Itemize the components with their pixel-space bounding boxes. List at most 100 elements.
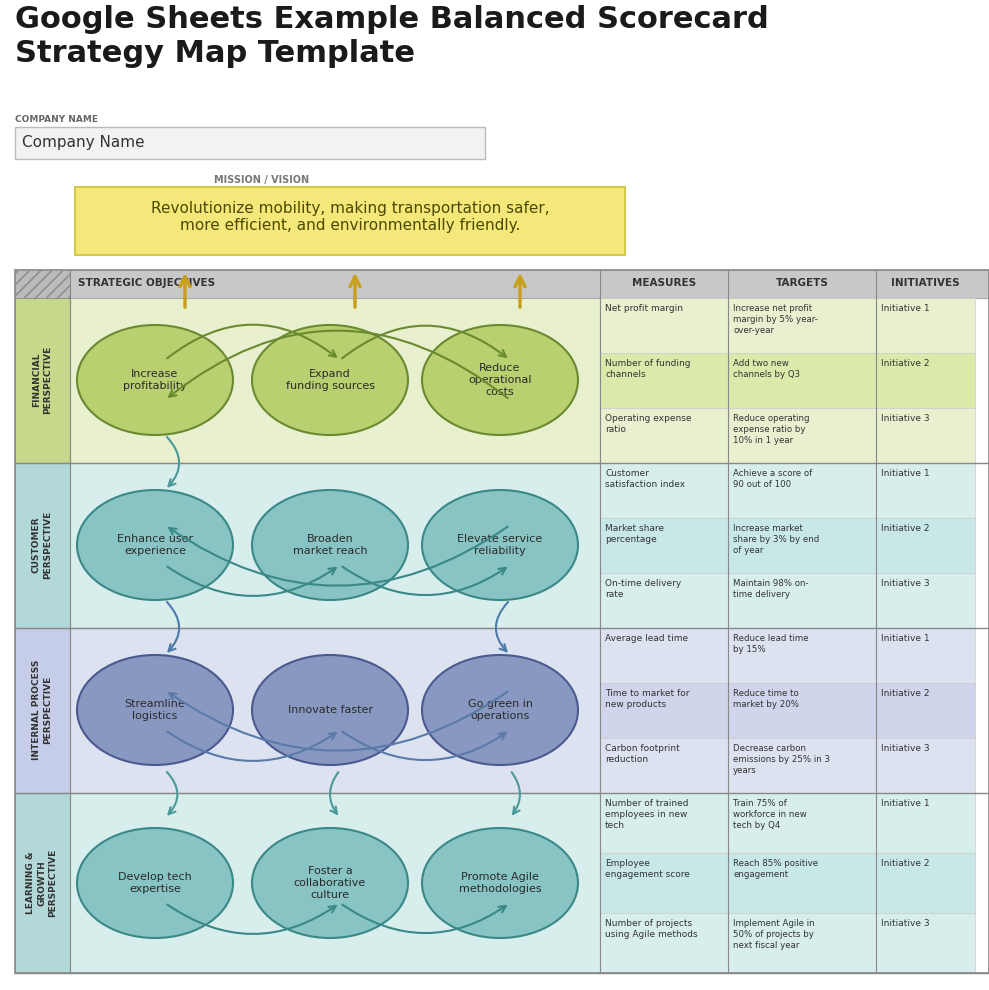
Text: Innovate faster: Innovate faster — [288, 705, 373, 715]
Text: Develop tech
expertise: Develop tech expertise — [118, 872, 192, 894]
Text: Initiative 2: Initiative 2 — [881, 859, 930, 868]
FancyBboxPatch shape — [15, 127, 485, 159]
Text: Go green in
operations: Go green in operations — [468, 699, 532, 721]
Text: Initiative 3: Initiative 3 — [881, 579, 930, 588]
FancyBboxPatch shape — [15, 463, 70, 628]
Text: Reduce operating
expense ratio by
10% in 1 year: Reduce operating expense ratio by 10% in… — [733, 414, 810, 446]
Text: MEASURES: MEASURES — [632, 278, 696, 288]
FancyBboxPatch shape — [728, 738, 876, 793]
FancyBboxPatch shape — [728, 628, 876, 683]
Text: Number of funding
channels: Number of funding channels — [605, 359, 690, 379]
Text: Carbon footprint
reduction: Carbon footprint reduction — [605, 744, 679, 764]
Ellipse shape — [252, 655, 408, 765]
Ellipse shape — [252, 490, 408, 600]
FancyBboxPatch shape — [600, 573, 728, 628]
Text: INITIATIVES: INITIATIVES — [891, 278, 959, 288]
FancyBboxPatch shape — [70, 793, 600, 973]
Text: Operating expense
ratio: Operating expense ratio — [605, 414, 691, 434]
FancyBboxPatch shape — [876, 628, 975, 683]
FancyBboxPatch shape — [876, 408, 975, 463]
FancyBboxPatch shape — [876, 683, 975, 738]
FancyBboxPatch shape — [15, 270, 989, 298]
FancyBboxPatch shape — [728, 853, 876, 913]
Text: Number of projects
using Agile methods: Number of projects using Agile methods — [605, 919, 697, 940]
Text: COMPANY NAME: COMPANY NAME — [15, 115, 98, 124]
Text: Increase net profit
margin by 5% year-
over-year: Increase net profit margin by 5% year- o… — [733, 304, 818, 336]
Text: Net profit margin: Net profit margin — [605, 304, 683, 313]
FancyBboxPatch shape — [15, 793, 70, 973]
FancyBboxPatch shape — [728, 408, 876, 463]
Ellipse shape — [252, 325, 408, 435]
FancyBboxPatch shape — [70, 628, 600, 793]
FancyBboxPatch shape — [70, 298, 600, 463]
FancyBboxPatch shape — [728, 353, 876, 408]
Text: Initiative 2: Initiative 2 — [881, 524, 930, 533]
Text: Expand
funding sources: Expand funding sources — [286, 369, 375, 391]
Text: Initiative 1: Initiative 1 — [881, 304, 930, 313]
Text: Maintain 98% on-
time delivery: Maintain 98% on- time delivery — [733, 579, 809, 599]
Text: Increase
profitability: Increase profitability — [123, 369, 187, 391]
Text: Foster a
collaborative
culture: Foster a collaborative culture — [294, 865, 366, 900]
Text: STRATEGIC OBJECTIVES: STRATEGIC OBJECTIVES — [78, 278, 216, 288]
Text: MISSION / VISION: MISSION / VISION — [215, 175, 310, 185]
Text: Reduce time to
market by 20%: Reduce time to market by 20% — [733, 689, 799, 709]
Text: Initiative 1: Initiative 1 — [881, 469, 930, 478]
Text: Initiative 2: Initiative 2 — [881, 689, 930, 698]
FancyBboxPatch shape — [75, 187, 625, 255]
Text: Enhance user
experience: Enhance user experience — [117, 534, 193, 556]
FancyBboxPatch shape — [876, 853, 975, 913]
Text: Company Name: Company Name — [22, 135, 144, 150]
Ellipse shape — [77, 325, 233, 435]
Text: Average lead time: Average lead time — [605, 634, 688, 643]
FancyBboxPatch shape — [728, 518, 876, 573]
Text: Initiative 1: Initiative 1 — [881, 799, 930, 808]
FancyBboxPatch shape — [600, 298, 728, 353]
FancyBboxPatch shape — [876, 298, 975, 353]
Text: Promote Agile
methodologies: Promote Agile methodologies — [459, 872, 541, 894]
Ellipse shape — [77, 828, 233, 938]
FancyBboxPatch shape — [728, 573, 876, 628]
Text: Initiative 3: Initiative 3 — [881, 414, 930, 423]
Ellipse shape — [422, 490, 578, 600]
FancyBboxPatch shape — [728, 913, 876, 973]
FancyBboxPatch shape — [15, 298, 70, 463]
FancyBboxPatch shape — [728, 463, 876, 518]
Text: Reach 85% positive
engagement: Reach 85% positive engagement — [733, 859, 818, 879]
FancyBboxPatch shape — [600, 408, 728, 463]
Text: Increase market
share by 3% by end
of year: Increase market share by 3% by end of ye… — [733, 524, 819, 555]
Text: FINANCIAL
PERSPECTIVE: FINANCIAL PERSPECTIVE — [32, 346, 52, 414]
Text: LEARNING &
GROWTH
PERSPECTIVE: LEARNING & GROWTH PERSPECTIVE — [27, 848, 57, 917]
Text: Market share
percentage: Market share percentage — [605, 524, 664, 544]
Text: Initiative 2: Initiative 2 — [881, 359, 930, 368]
Text: Implement Agile in
50% of projects by
next fiscal year: Implement Agile in 50% of projects by ne… — [733, 919, 815, 950]
FancyBboxPatch shape — [876, 738, 975, 793]
Text: Broaden
market reach: Broaden market reach — [293, 534, 367, 556]
FancyBboxPatch shape — [600, 353, 728, 408]
FancyBboxPatch shape — [15, 628, 70, 793]
FancyBboxPatch shape — [600, 913, 728, 973]
Text: CUSTOMER
PERSPECTIVE: CUSTOMER PERSPECTIVE — [32, 511, 52, 579]
FancyBboxPatch shape — [728, 793, 876, 853]
Text: Streamline
logistics: Streamline logistics — [125, 699, 185, 721]
Text: Initiative 3: Initiative 3 — [881, 744, 930, 753]
Text: On-time delivery
rate: On-time delivery rate — [605, 579, 681, 599]
FancyBboxPatch shape — [600, 518, 728, 573]
FancyBboxPatch shape — [876, 913, 975, 973]
Text: Reduce lead time
by 15%: Reduce lead time by 15% — [733, 634, 809, 654]
Ellipse shape — [77, 490, 233, 600]
Text: Achieve a score of
90 out of 100: Achieve a score of 90 out of 100 — [733, 469, 812, 489]
Text: Decrease carbon
emissions by 25% in 3
years: Decrease carbon emissions by 25% in 3 ye… — [733, 744, 830, 775]
FancyBboxPatch shape — [876, 518, 975, 573]
FancyBboxPatch shape — [600, 853, 728, 913]
Text: Add two new
channels by Q3: Add two new channels by Q3 — [733, 359, 800, 379]
Text: TARGETS: TARGETS — [775, 278, 829, 288]
Ellipse shape — [77, 655, 233, 765]
Text: Number of trained
employees in new
tech: Number of trained employees in new tech — [605, 799, 688, 831]
Text: INTERNAL PROCESS
PERSPECTIVE: INTERNAL PROCESS PERSPECTIVE — [32, 659, 52, 760]
Text: Employee
engagement score: Employee engagement score — [605, 859, 690, 879]
FancyBboxPatch shape — [600, 628, 728, 683]
Text: Google Sheets Example Balanced Scorecard
Strategy Map Template: Google Sheets Example Balanced Scorecard… — [15, 5, 768, 67]
Ellipse shape — [422, 828, 578, 938]
Text: Initiative 3: Initiative 3 — [881, 919, 930, 928]
FancyBboxPatch shape — [600, 793, 728, 853]
